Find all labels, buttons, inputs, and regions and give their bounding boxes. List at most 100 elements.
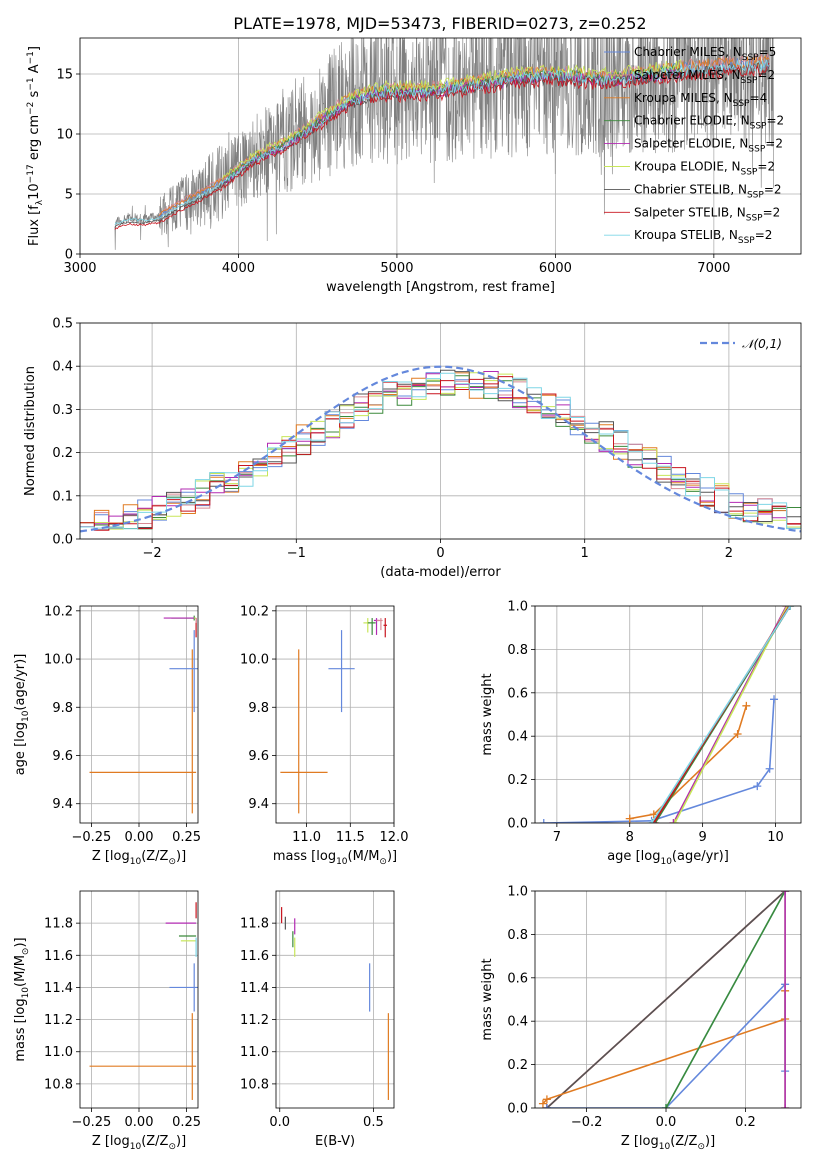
weight-marker: [647, 819, 656, 823]
massweight_vs_age-ytick-label: 1.0: [507, 600, 528, 615]
massweight_vs_age-content: [539, 606, 795, 823]
mass_vs_ebv-frame: [275, 890, 395, 1109]
spectrum-xtick-label: 3000: [63, 261, 96, 276]
legend-label: Salpeter STELIB, NSSP=2: [634, 205, 780, 223]
legend-label: Salpeter MILES, NSSP=2: [634, 68, 775, 86]
spectrum-xtick-label: 6000: [539, 261, 572, 276]
age_vs_mass-ytick-label: 9.8: [248, 701, 269, 716]
age_vs_mass-ytick-label: 9.4: [248, 797, 269, 812]
massweight_vs_age-ytick-label: 0.0: [507, 817, 528, 832]
model-line: [114, 59, 769, 226]
mass_vs_ebv-xtick-label: 0.5: [363, 1115, 384, 1130]
massweight_vs_Z-xtick-label: 0.0: [656, 1115, 677, 1130]
residuals-xtick-label: 1: [581, 546, 589, 561]
weight-marker: [786, 606, 795, 610]
residuals-ytick-label: 0.3: [52, 403, 73, 418]
spectrum-xtick-label: 4000: [222, 261, 255, 276]
observed-spectrum: [114, 38, 774, 250]
massweight_vs_Z-xtick-label: −0.2: [571, 1115, 603, 1130]
histogram-step: [80, 372, 801, 539]
mass_vs_Z-ytick-label: 11.6: [44, 949, 73, 964]
mass_vs_Z-ytick-label: 11.0: [44, 1045, 73, 1060]
weight-marker: [781, 891, 790, 895]
massweight_vs_Z-ytick-label: 1.0: [507, 885, 528, 900]
age_vs_Z-content: [89, 615, 198, 814]
massweight_vs_age-ylabel: mass weight: [480, 673, 495, 755]
residuals-ytick-label: 0.1: [52, 489, 73, 504]
weight-marker: [662, 1104, 671, 1108]
residuals-xtick-label: −2: [143, 546, 162, 561]
age_vs_mass-content: [280, 618, 388, 814]
mass_vs_Z-axes: −0.25 0.00 0.25 10.8 11.0 11.2 11.4 11.6 11.8 Z […: [13, 890, 201, 1152]
histogram-legend: 𝒩(0,1): [700, 337, 782, 351]
massweight_vs_Z-ytick-label: 0.4: [507, 1015, 528, 1030]
weight-marker: [538, 1099, 547, 1108]
age_vs_mass-axes: 11.0 11.5 12.0 9.4 9.6 9.8 10.0 10.2 mass [log10…: [240, 604, 408, 867]
spectrum-frame: [79, 37, 802, 255]
age_vs_Z-ytick-label: 9.4: [52, 797, 73, 812]
mass_vs_ebv-xlabel: E(B-V): [315, 1134, 355, 1149]
age_vs_Z-ytick-label: 9.8: [52, 701, 73, 716]
legend-label: Kroupa STELIB, NSSP=2: [634, 228, 772, 246]
age_vs_Z-ytick-label: 9.6: [52, 749, 73, 764]
age_vs_Z-axes: −0.25 0.00 0.25 9.4 9.6 9.8 10.0 10.2 Z [log10(Z…: [13, 604, 201, 867]
model-line: [114, 62, 770, 230]
age_vs_mass-xtick-label: 11.5: [336, 830, 365, 845]
residuals-xtick-label: 2: [725, 546, 733, 561]
age_vs_mass-frame: [275, 605, 395, 824]
mass_vs_ebv-ytick-label: 11.2: [240, 1013, 269, 1028]
age_vs_Z-xtick-label: 0.00: [125, 830, 154, 845]
weight-marker: [670, 819, 679, 823]
mass_vs_Z-xlabel: Z [log10(Z/Z⊙)]: [92, 1134, 186, 1152]
mass_vs_ebv-axes: 0.0 0.5 10.8 11.0 11.2 11.4 11.6 11.8 E(B-V): [240, 890, 395, 1149]
figure-title: PLATE=1978, MJD=53473, FIBERID=0273, z=0…: [233, 14, 646, 33]
massweight_vs_age-xtick-label: 10: [767, 830, 784, 845]
mass_vs_Z-ytick-label: 11.2: [44, 1013, 73, 1028]
weight-line: [543, 699, 775, 823]
residuals-ylabel: Normed distribution: [23, 366, 38, 496]
weight-line: [665, 891, 786, 1108]
age_vs_mass-grid: [276, 606, 395, 823]
weight-marker: [542, 1104, 551, 1108]
legend-label: Kroupa MILES, NSSP=4: [634, 91, 767, 109]
mass_vs_Z-ytick-label: 11.8: [44, 917, 73, 932]
massweight_vs_age-xtick-label: 9: [698, 830, 706, 845]
spectrum-xtick-label: 7000: [697, 261, 730, 276]
weight-marker: [765, 764, 774, 773]
spectrum-xlabel: wavelength [Angstrom, rest frame]: [326, 280, 555, 295]
spectrum-legend: Chabrier MILES, NSSP=5 Salpeter MILES, NS…: [604, 45, 784, 246]
residuals-ytick-label: 0.4: [52, 360, 73, 375]
legend-label: Chabrier MILES, NSSP=5: [634, 45, 776, 63]
mass_vs_ebv-ytick-label: 11.0: [240, 1045, 269, 1060]
age_vs_Z-ylabel: age [log10(age/yr)]: [13, 654, 31, 776]
age_vs_Z-xlabel: Z [log10(Z/Z⊙)]: [92, 849, 186, 867]
massweight_vs_Z-axes: −0.2 0.0 0.2 0.0 0.2 0.4 0.6 0.8 1.0 Z [log10(Z/Z…: [480, 885, 802, 1152]
legend-label: Salpeter ELODIE, NSSP=2: [634, 137, 783, 155]
spectrum-content: [114, 38, 774, 250]
age_vs_mass-ytick-label: 10.0: [240, 653, 269, 668]
legend-label: Kroupa ELODIE, NSSP=2: [634, 160, 775, 178]
weight-line: [674, 606, 788, 823]
residuals-content: [80, 365, 801, 539]
massweight_vs_age-xlabel: age [log10(age/yr)]: [607, 849, 729, 867]
weight-marker: [781, 1104, 790, 1108]
weight-marker: [770, 695, 779, 704]
age_vs_Z-grid: [80, 606, 198, 823]
mass_vs_ebv-ytick-label: 10.8: [240, 1077, 269, 1092]
weight-line: [629, 705, 748, 820]
weight-marker: [753, 782, 762, 791]
mass_vs_Z-ylabel: mass [log10(M/M⊙)]: [13, 937, 31, 1061]
legend-label: 𝒩(0,1): [742, 337, 782, 351]
age_vs_mass-ytick-label: 10.2: [240, 604, 269, 619]
weight-marker: [733, 730, 742, 739]
residuals-ytick-label: 0.5: [52, 317, 73, 332]
legend-label: Chabrier ELODIE, NSSP=2: [634, 114, 784, 132]
legend-label: Chabrier STELIB, NSSP=2: [634, 182, 782, 200]
age_vs_Z-ytick-label: 10.2: [44, 604, 73, 619]
weight-marker: [669, 819, 678, 823]
massweight_vs_Z-ytick-label: 0.8: [507, 928, 528, 943]
mass_vs_Z-xtick-label: 0.25: [172, 1115, 201, 1130]
massweight_vs_Z-ytick-label: 0.6: [507, 971, 528, 986]
residuals-frame: [79, 322, 802, 540]
